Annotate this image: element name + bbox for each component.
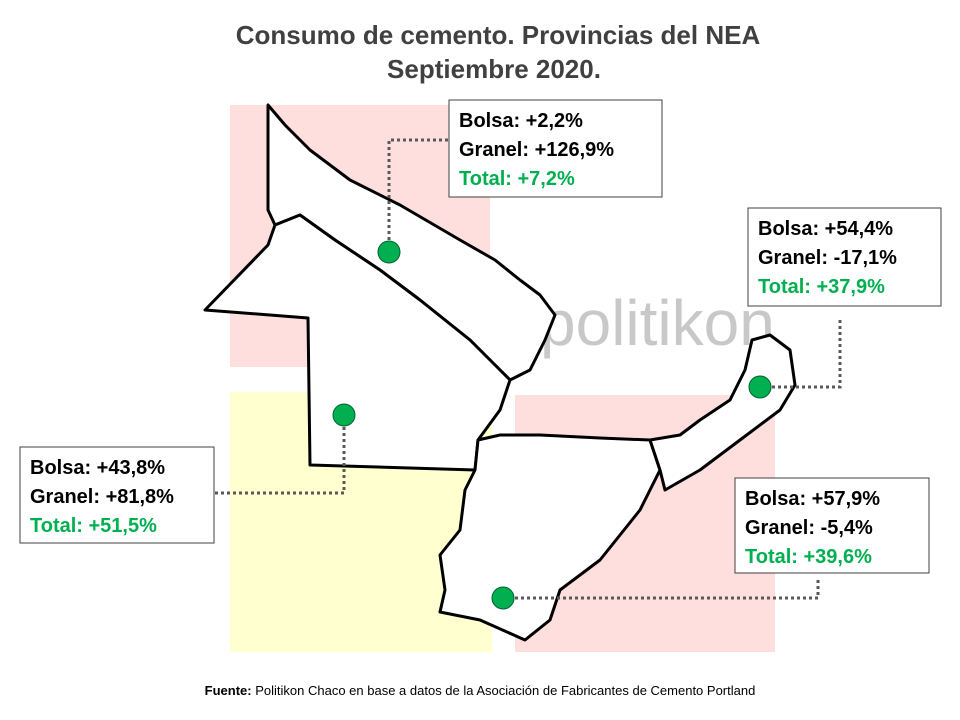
- source-text: Politikon Chaco en base a datos de la As…: [255, 683, 755, 698]
- location-dot: [332, 403, 356, 427]
- connector: [214, 415, 346, 495]
- source: Fuente: Politikon Chaco en base a datos …: [205, 683, 756, 698]
- province-corrientes: [438, 433, 662, 642]
- callout-line: Total: +37,9%: [758, 276, 885, 298]
- callout-box: [747, 207, 942, 307]
- callout-line: Total: +51,5%: [30, 515, 157, 537]
- province-misiones: [648, 333, 797, 492]
- connector: [760, 318, 842, 389]
- callout-line: Bolsa: +57,9%: [745, 488, 880, 510]
- title-line: Septiembre 2020.: [387, 54, 601, 84]
- callout-box: [734, 477, 930, 574]
- callout-line: Bolsa: +54,4%: [758, 218, 893, 240]
- title-line: Consumo de cemento. Provincias del NEA: [236, 20, 761, 50]
- watermark: politikon: [540, 287, 775, 359]
- source-label: Fuente:: [205, 683, 252, 698]
- callout-line: Total: +7,2%: [459, 168, 575, 190]
- callout-line: Granel: +81,8%: [30, 486, 174, 508]
- callout-line: Granel: -5,4%: [745, 517, 873, 539]
- connector: [503, 578, 820, 600]
- location-dot: [491, 586, 515, 610]
- callout-line: Bolsa: +2,2%: [459, 110, 583, 132]
- location-dot: [377, 240, 401, 264]
- callout-box: [448, 99, 663, 198]
- province-chaco: [203, 213, 512, 472]
- callout-line: Total: +39,6%: [745, 546, 872, 568]
- callout-line: Granel: -17,1%: [758, 247, 897, 269]
- callout-line: Bolsa: +43,8%: [30, 457, 165, 479]
- callouts: Bolsa: +2,2% Granel: +126,9% Total: +7,2% B…: [19, 99, 942, 574]
- connector: [387, 138, 449, 252]
- callout-box: [19, 446, 215, 544]
- location-dot: [748, 375, 772, 399]
- callout-line: Granel: +126,9%: [459, 139, 614, 161]
